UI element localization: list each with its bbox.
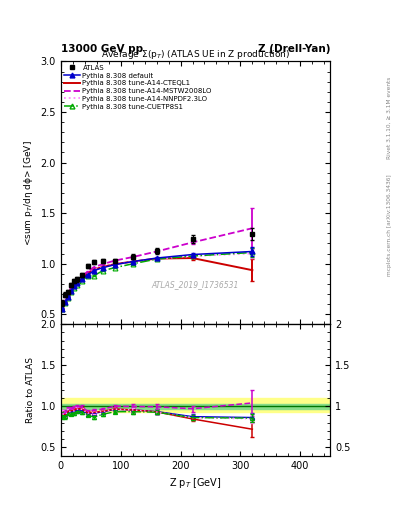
Text: Z (Drell-Yan): Z (Drell-Yan) <box>258 44 330 54</box>
Text: Rivet 3.1.10, ≥ 3.1M events: Rivet 3.1.10, ≥ 3.1M events <box>387 77 392 159</box>
Bar <box>61 398 330 412</box>
Title: Average Σ(p$_T$) (ATLAS UE in Z production): Average Σ(p$_T$) (ATLAS UE in Z producti… <box>101 49 290 61</box>
Bar <box>61 404 330 409</box>
X-axis label: Z p$_T$ [GeV]: Z p$_T$ [GeV] <box>169 476 222 490</box>
Text: ATLAS_2019_I1736531: ATLAS_2019_I1736531 <box>152 281 239 289</box>
Legend: ATLAS, Pythia 8.308 default, Pythia 8.308 tune-A14-CTEQL1, Pythia 8.308 tune-A14: ATLAS, Pythia 8.308 default, Pythia 8.30… <box>63 63 213 111</box>
Text: 13000 GeV pp: 13000 GeV pp <box>61 44 143 54</box>
Y-axis label: Ratio to ATLAS: Ratio to ATLAS <box>26 357 35 423</box>
Y-axis label: <sum p$_T$/dη dϕ> [GeV]: <sum p$_T$/dη dϕ> [GeV] <box>22 140 35 246</box>
Text: mcplots.cern.ch [arXiv:1306.3436]: mcplots.cern.ch [arXiv:1306.3436] <box>387 175 392 276</box>
